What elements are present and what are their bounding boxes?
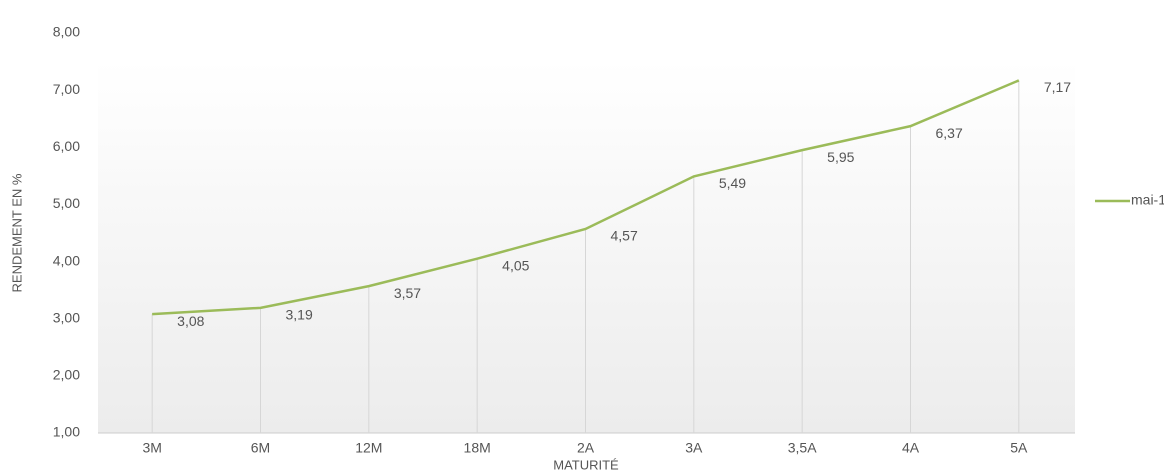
legend-label: mai-18: [1131, 192, 1164, 208]
y-tick-label: 4,00: [53, 252, 80, 268]
x-axis-title: MATURITÉ: [553, 457, 619, 472]
y-axis-title: RENDEMENT EN %: [9, 173, 24, 292]
y-tick-label: 3,00: [53, 309, 80, 325]
data-label: 5,95: [827, 149, 854, 165]
x-tick-label: 2A: [577, 440, 595, 456]
data-label: 3,57: [394, 285, 421, 301]
y-tick-label: 5,00: [53, 195, 80, 211]
x-tick-label: 4A: [902, 440, 920, 456]
data-label: 3,08: [177, 313, 204, 329]
x-tick-label: 5A: [1010, 440, 1028, 456]
y-tick-label: 2,00: [53, 367, 80, 383]
y-tick-label: 6,00: [53, 138, 80, 154]
y-tick-label: 1,00: [53, 424, 80, 440]
data-label: 4,05: [502, 257, 529, 273]
data-label: 7,17: [1044, 79, 1071, 95]
data-label: 5,49: [719, 175, 746, 191]
data-label: 6,37: [936, 125, 963, 141]
x-tick-label: 12M: [355, 440, 382, 456]
x-tick-label: 3,5A: [788, 440, 817, 456]
line: [152, 79, 1020, 316]
plot-background: [98, 60, 1075, 433]
x-tick-label: 18M: [464, 440, 491, 456]
data-label: 4,57: [611, 228, 638, 244]
data-label: 3,19: [286, 307, 313, 323]
x-tick-label: 6M: [251, 440, 270, 456]
y-tick-label: 8,00: [53, 24, 80, 40]
y-tick-label: 7,00: [53, 81, 80, 97]
x-tick-label: 3A: [685, 440, 703, 456]
x-tick-label: 3M: [142, 440, 161, 456]
